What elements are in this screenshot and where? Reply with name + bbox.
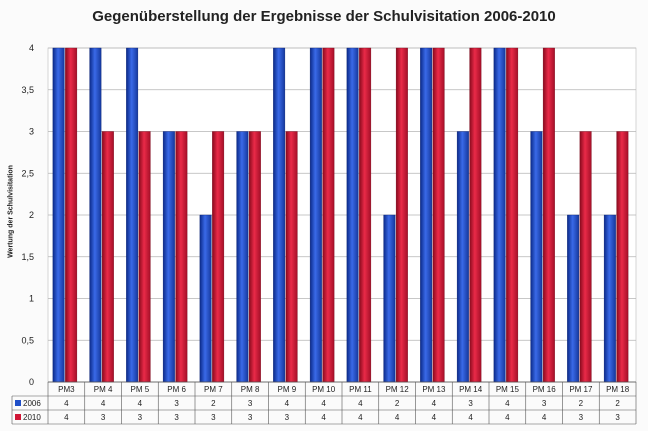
y-tick-label: 1 bbox=[29, 294, 34, 304]
data-label: 4 bbox=[138, 399, 143, 408]
y-tick-label: 2,5 bbox=[21, 168, 34, 178]
bar-2010-7 bbox=[285, 131, 298, 383]
data-label: 2 bbox=[395, 399, 400, 408]
y-tick-label: 2 bbox=[29, 210, 34, 220]
y-tick-label: 3 bbox=[29, 127, 34, 137]
x-tick-label: PM 6 bbox=[167, 385, 186, 394]
data-table: PM3 4 4 PM 4 4 3 PM 5 4 3 PM 6 3 3 PM 7 2 3 PM 8 3 3 PM 9 4… bbox=[11, 381, 637, 425]
bar-2006-12 bbox=[456, 131, 469, 383]
data-label: 3 bbox=[468, 399, 473, 408]
bar-2006-1 bbox=[52, 47, 65, 383]
bar-2010-8 bbox=[322, 47, 335, 383]
bar-2006-10 bbox=[383, 214, 396, 383]
bar-2010-12 bbox=[469, 47, 482, 383]
x-tick-label: PM 4 bbox=[94, 385, 113, 394]
data-label: 4 bbox=[432, 399, 437, 408]
bar-2010-2 bbox=[101, 131, 114, 383]
y-tick-label: 0,5 bbox=[21, 335, 34, 345]
bars bbox=[52, 47, 629, 383]
x-tick-label: PM 15 bbox=[496, 385, 520, 394]
data-label: 3 bbox=[174, 399, 179, 408]
data-label: 3 bbox=[138, 413, 143, 422]
bar-2006-9 bbox=[346, 47, 359, 383]
data-label: 4 bbox=[358, 413, 363, 422]
chart-title: Gegenüberstellung der Ergebnisse der Sch… bbox=[92, 8, 556, 25]
y-tick-label: 1,5 bbox=[21, 252, 34, 262]
bar-2010-10 bbox=[395, 47, 408, 383]
x-tick-label: PM 18 bbox=[606, 385, 630, 394]
data-label: 3 bbox=[542, 399, 547, 408]
bar-2010-5 bbox=[212, 131, 225, 383]
data-label: 4 bbox=[358, 399, 363, 408]
bar-2006-14 bbox=[530, 131, 543, 383]
data-label: 4 bbox=[468, 413, 473, 422]
data-label: 3 bbox=[615, 413, 620, 422]
data-label: 4 bbox=[64, 399, 69, 408]
bar-2006-6 bbox=[236, 131, 249, 383]
data-label: 3 bbox=[211, 413, 216, 422]
bar-2006-8 bbox=[309, 47, 322, 383]
data-label: 2 bbox=[615, 399, 620, 408]
bar-2010-1 bbox=[65, 47, 78, 383]
bar-2010-4 bbox=[175, 131, 188, 383]
bar-2006-4 bbox=[162, 131, 175, 383]
bar-2010-13 bbox=[506, 47, 519, 383]
x-tick-label: PM 13 bbox=[422, 385, 446, 394]
x-tick-label: PM 9 bbox=[278, 385, 297, 394]
data-label: 4 bbox=[285, 399, 290, 408]
bar-2006-13 bbox=[493, 47, 506, 383]
y-tick-labels: 0 0,5 1 1,5 2 2,5 3 3,5 4 bbox=[21, 43, 34, 387]
data-label: 4 bbox=[395, 413, 400, 422]
x-tick-label: PM 17 bbox=[569, 385, 593, 394]
data-label: 3 bbox=[174, 413, 179, 422]
data-label: 2 bbox=[579, 399, 584, 408]
data-label: 4 bbox=[64, 413, 69, 422]
data-label: 4 bbox=[321, 399, 326, 408]
bar-2010-14 bbox=[542, 47, 555, 383]
data-label: 4 bbox=[321, 413, 326, 422]
bar-2006-11 bbox=[420, 47, 433, 383]
bar-2010-9 bbox=[359, 47, 372, 383]
x-tick-label: PM 7 bbox=[204, 385, 223, 394]
bar-2010-16 bbox=[616, 131, 629, 383]
x-tick-label: PM 8 bbox=[241, 385, 260, 394]
data-label: 4 bbox=[505, 399, 510, 408]
data-label: 3 bbox=[579, 413, 584, 422]
legend-label-2010: 2010 bbox=[23, 413, 41, 422]
x-tick-label: PM 16 bbox=[533, 385, 557, 394]
x-tick-label: PM3 bbox=[58, 385, 75, 394]
legend-label-2006: 2006 bbox=[23, 399, 41, 408]
bar-2006-16 bbox=[603, 214, 616, 383]
data-label: 3 bbox=[101, 413, 106, 422]
x-tick-label: PM 12 bbox=[386, 385, 410, 394]
x-tick-label: PM 10 bbox=[312, 385, 336, 394]
bar-2006-5 bbox=[199, 214, 212, 383]
x-tick-label: PM 5 bbox=[131, 385, 150, 394]
bar-2006-2 bbox=[89, 47, 102, 383]
data-label: 3 bbox=[248, 413, 253, 422]
x-tick-label: PM 11 bbox=[349, 385, 372, 394]
x-tick-label: PM 14 bbox=[459, 385, 483, 394]
data-label: 3 bbox=[285, 413, 290, 422]
bar-2010-6 bbox=[248, 131, 261, 383]
data-label: 4 bbox=[101, 399, 106, 408]
legend-swatch-2006 bbox=[15, 400, 21, 406]
bar-2010-15 bbox=[579, 131, 592, 383]
data-label: 2 bbox=[211, 399, 216, 408]
bar-2010-3 bbox=[138, 131, 151, 383]
legend-swatch-2010 bbox=[15, 414, 21, 420]
data-label: 4 bbox=[505, 413, 510, 422]
data-label: 4 bbox=[542, 413, 547, 422]
bar-2006-3 bbox=[126, 47, 139, 383]
data-label: 4 bbox=[432, 413, 437, 422]
y-tick-label: 0 bbox=[29, 377, 34, 387]
data-label: 3 bbox=[248, 399, 253, 408]
bar-2006-7 bbox=[273, 47, 286, 383]
bar-2006-15 bbox=[567, 214, 580, 383]
y-tick-label: 4 bbox=[29, 43, 34, 53]
bar-2010-11 bbox=[432, 47, 445, 383]
y-tick-label: 3,5 bbox=[21, 85, 34, 95]
